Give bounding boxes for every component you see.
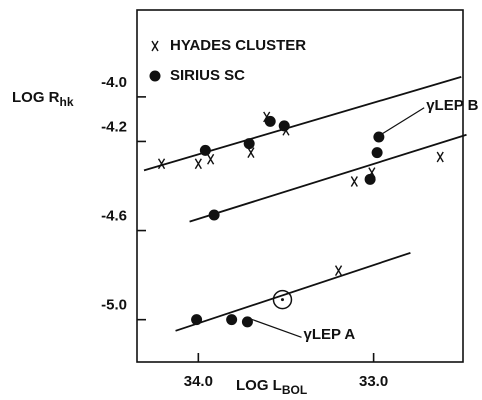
marker-dot xyxy=(278,120,290,132)
fit-line xyxy=(143,75,462,172)
x-stroke xyxy=(247,147,255,158)
dot xyxy=(278,120,290,132)
dot xyxy=(208,209,220,221)
dot xyxy=(264,115,276,127)
marker-dot xyxy=(371,147,383,159)
y-label-sub: hk xyxy=(60,95,74,109)
dot xyxy=(241,316,253,328)
marker-dot xyxy=(226,314,238,326)
marker-x xyxy=(207,153,215,165)
dot xyxy=(191,314,203,326)
x-stroke xyxy=(263,111,271,123)
x-tick-label: 33.0 xyxy=(359,373,388,390)
fit-line xyxy=(189,133,467,223)
marker-dot xyxy=(373,131,385,143)
marker-circled-dot xyxy=(272,289,293,310)
legend-label: HYADES CLUSTER xyxy=(170,37,306,54)
x-stroke xyxy=(350,176,358,187)
x-stroke xyxy=(334,265,343,277)
marker-x xyxy=(157,158,166,170)
x-label-sub: BOL xyxy=(282,383,307,397)
x-stroke xyxy=(151,40,159,52)
annotation-leader xyxy=(250,318,302,338)
annotation-leader xyxy=(381,107,425,135)
dot xyxy=(199,144,211,156)
marker-dot xyxy=(149,70,161,82)
marker-dot xyxy=(364,173,376,185)
y-label-main: LOG R xyxy=(12,89,60,106)
marker-dot xyxy=(243,138,255,150)
dot xyxy=(243,138,255,150)
annotation: γLEP B xyxy=(426,97,478,114)
marker-x xyxy=(436,151,444,163)
marker-dot xyxy=(191,314,203,326)
ring xyxy=(272,289,293,310)
y-axis-label: LOG Rhk xyxy=(12,89,74,109)
dot xyxy=(364,173,376,185)
marker-x xyxy=(151,40,159,52)
dot xyxy=(373,131,385,143)
y-tick-label: -5.0 xyxy=(101,297,127,314)
marker-x xyxy=(334,265,343,277)
marker-dot xyxy=(264,115,276,127)
dot xyxy=(226,314,238,326)
marker-dot xyxy=(241,316,253,328)
marker-dot xyxy=(199,144,211,156)
marker-x xyxy=(194,158,202,170)
x-tick-label: 34.0 xyxy=(184,373,213,390)
x-label-main: LOG L xyxy=(236,377,282,394)
dot xyxy=(280,298,284,302)
legend-label: SIRIUS SC xyxy=(170,67,245,84)
y-tick-label: -4.0 xyxy=(101,74,127,91)
x-stroke xyxy=(207,153,215,165)
dot xyxy=(149,70,161,82)
fit-line xyxy=(175,251,411,332)
x-axis-label: LOG LBOL xyxy=(236,377,307,397)
y-tick-label: -4.2 xyxy=(101,118,127,135)
marker-x xyxy=(247,147,255,158)
annotation: γLEP A xyxy=(304,326,356,343)
x-stroke xyxy=(194,158,202,170)
x-stroke xyxy=(436,151,444,163)
y-tick-label: -4.6 xyxy=(101,208,127,225)
x-stroke xyxy=(157,158,166,170)
marker-x xyxy=(350,176,358,187)
marker-dot xyxy=(208,209,220,221)
dot xyxy=(371,147,383,159)
plot-frame xyxy=(136,9,464,363)
